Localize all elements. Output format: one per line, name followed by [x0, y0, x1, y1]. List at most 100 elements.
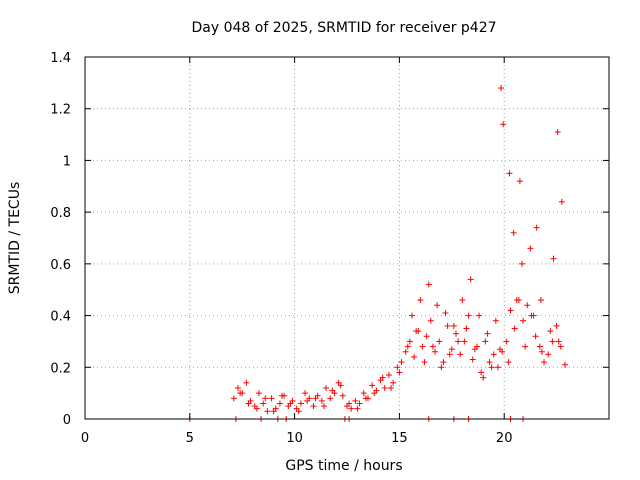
- x-tick-label: 10: [286, 431, 303, 446]
- data-series: [186, 85, 568, 422]
- data-point: [323, 384, 330, 391]
- data-point: [396, 369, 403, 376]
- plot-frame: [84, 56, 610, 420]
- x-tick-label: 15: [391, 431, 408, 446]
- data-point: [492, 317, 499, 324]
- data-point: [327, 395, 334, 402]
- data-point: [561, 361, 568, 368]
- data-point: [440, 359, 447, 366]
- data-point: [369, 382, 376, 389]
- y-tick-label: 0: [63, 413, 71, 428]
- data-point: [260, 400, 267, 407]
- data-point: [516, 178, 523, 185]
- data-point: [429, 343, 436, 350]
- data-point: [379, 374, 386, 381]
- y-tick-label: 0.8: [50, 206, 71, 221]
- data-point: [469, 356, 476, 363]
- data-point: [511, 325, 518, 332]
- y-axis-label: SRMTID / TECUs: [7, 182, 23, 295]
- data-point: [507, 307, 514, 314]
- data-point: [255, 390, 262, 397]
- data-point: [230, 395, 237, 402]
- data-point: [503, 338, 510, 345]
- data-point: [243, 379, 250, 386]
- data-point: [480, 374, 487, 381]
- data-point: [287, 400, 294, 407]
- data-point: [478, 369, 485, 376]
- data-point: [463, 325, 470, 332]
- data-point: [302, 390, 309, 397]
- data-point: [385, 372, 392, 379]
- data-point: [532, 333, 539, 340]
- data-point: [446, 351, 453, 358]
- data-point: [484, 330, 491, 337]
- x-tick-label: 0: [81, 431, 89, 446]
- data-point: [527, 245, 534, 252]
- x-axis-ticks: 0 5 10 15 20: [81, 57, 512, 446]
- data-point: [550, 255, 557, 262]
- y-tick-label: 0.6: [50, 258, 71, 273]
- y-tick-label: 1.4: [50, 51, 71, 66]
- data-point: [549, 338, 556, 345]
- data-point: [419, 343, 426, 350]
- data-point: [530, 312, 537, 319]
- data-point: [461, 338, 468, 345]
- data-point: [482, 338, 489, 345]
- data-point: [434, 302, 441, 309]
- data-point: [421, 359, 428, 366]
- data-point: [538, 348, 545, 355]
- data-point: [427, 317, 434, 324]
- y-tick-label: 1.2: [50, 103, 71, 118]
- data-point: [459, 297, 466, 304]
- data-point: [408, 312, 415, 319]
- data-point: [371, 390, 378, 397]
- data-point: [310, 403, 317, 410]
- data-point: [494, 364, 501, 371]
- data-point: [547, 328, 554, 335]
- data-point: [329, 387, 336, 394]
- data-point: [513, 297, 520, 304]
- data-point: [425, 281, 432, 288]
- data-point: [465, 312, 472, 319]
- data-point: [553, 322, 560, 329]
- data-point: [413, 328, 420, 335]
- y-tick-label: 1: [63, 154, 71, 169]
- data-point: [262, 395, 269, 402]
- data-point: [362, 395, 369, 402]
- data-point: [533, 224, 540, 231]
- data-point: [381, 384, 388, 391]
- data-point: [545, 351, 552, 358]
- data-point: [444, 322, 451, 329]
- data-point: [537, 297, 544, 304]
- data-point: [411, 353, 418, 360]
- data-point: [457, 351, 464, 358]
- data-point: [476, 312, 483, 319]
- y-tick-label: 0.2: [50, 361, 71, 376]
- data-point: [404, 343, 411, 350]
- data-point: [506, 170, 513, 177]
- data-point: [557, 343, 564, 350]
- data-point: [442, 309, 449, 316]
- data-point: [558, 198, 565, 205]
- data-point: [498, 85, 505, 92]
- data-point: [541, 359, 548, 366]
- data-point: [268, 395, 275, 402]
- data-point: [522, 343, 529, 350]
- data-point: [279, 392, 286, 399]
- data-point: [312, 395, 319, 402]
- data-point: [455, 338, 462, 345]
- data-point: [348, 405, 355, 412]
- data-point: [297, 400, 304, 407]
- data-point: [320, 403, 327, 410]
- data-point: [398, 359, 405, 366]
- data-point: [519, 260, 526, 267]
- data-point: [245, 400, 252, 407]
- data-point: [520, 317, 527, 324]
- data-point: [486, 359, 493, 366]
- x-tick-label: 5: [186, 431, 194, 446]
- data-point: [264, 408, 271, 415]
- data-point: [394, 364, 401, 371]
- data-point: [488, 364, 495, 371]
- data-point: [235, 384, 242, 391]
